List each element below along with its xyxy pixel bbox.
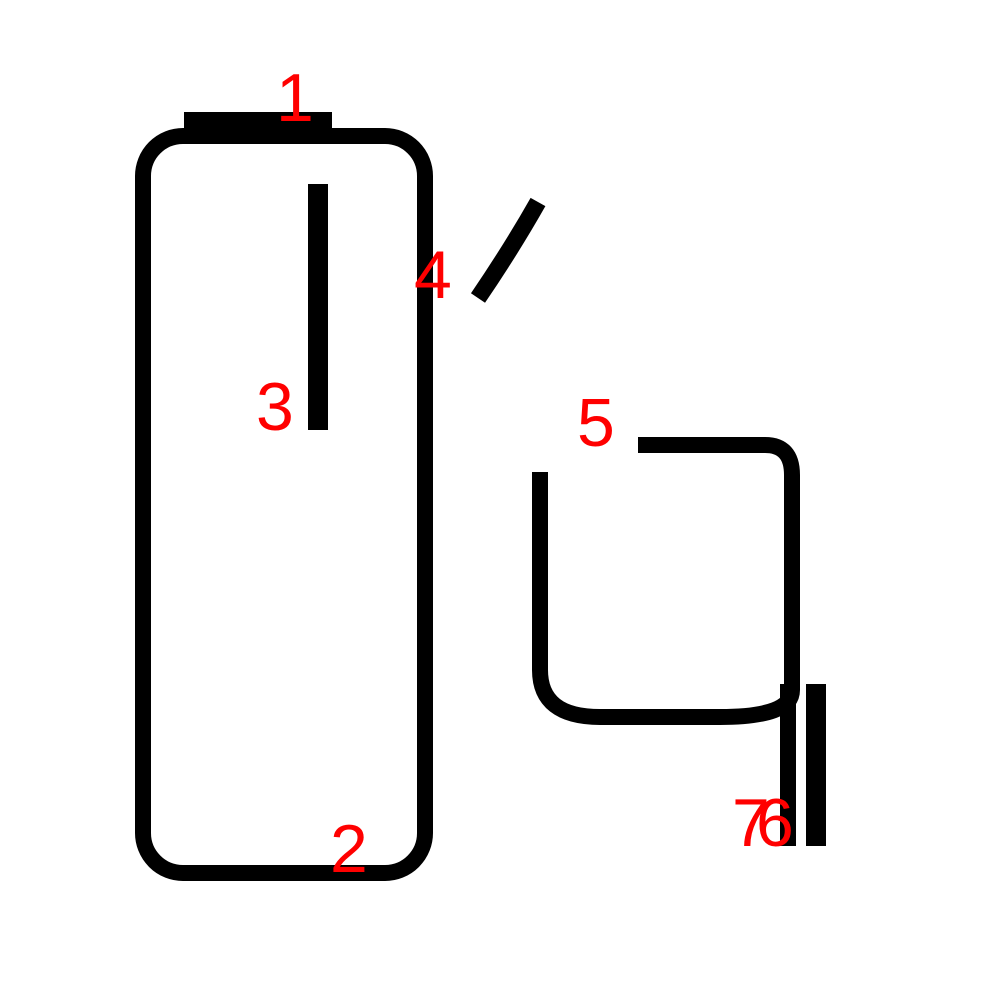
- label-6: 6: [756, 785, 794, 861]
- label-1: 1: [276, 60, 314, 136]
- label-3: 3: [256, 369, 294, 445]
- label-5: 5: [577, 385, 615, 461]
- label-4: 4: [414, 237, 452, 313]
- stroke-2-tall-rounded-rect: [135, 128, 433, 881]
- label-2: 2: [330, 811, 368, 887]
- stroke-5-open-rounded-square: [532, 437, 800, 725]
- label-7: 7: [732, 785, 770, 861]
- stroke-4-diagonal-curve: [470, 197, 546, 303]
